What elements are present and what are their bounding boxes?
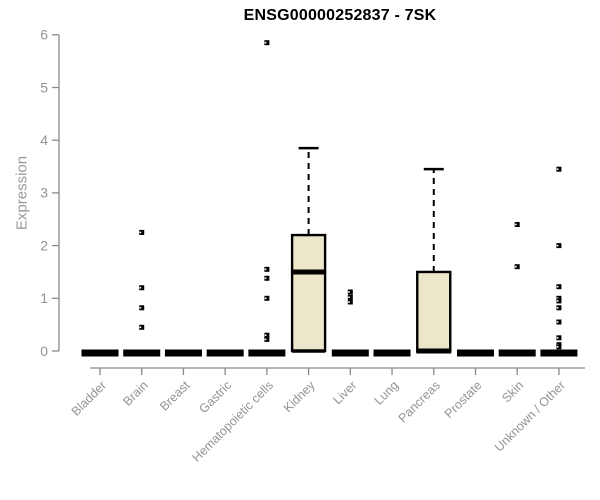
outlier-center-unknown-other-7 xyxy=(556,337,559,339)
outlier-center-liver-2 xyxy=(348,301,350,303)
x-category-label-breast: Breast xyxy=(157,378,193,414)
x-category-label-lung: Lung xyxy=(372,378,402,408)
zero-bar-gastric xyxy=(206,349,244,357)
outlier-skin-0 xyxy=(514,222,520,228)
outlier-center-unknown-other-2 xyxy=(556,285,559,288)
zero-bar-skin xyxy=(498,349,536,357)
outlier-hematopoietic-cells-3 xyxy=(264,295,270,301)
outlier-liver-0 xyxy=(347,289,353,295)
outlier-center-unknown-other-5 xyxy=(556,306,559,309)
y-tick-label: 2 xyxy=(40,237,48,253)
x-category-label-pancreas: Pancreas xyxy=(396,378,443,425)
outlier-center-brain-3 xyxy=(139,326,142,329)
zero-bar-liver xyxy=(331,349,369,357)
outlier-skin-1 xyxy=(514,264,520,270)
x-category-label-unknown-other: Unknown / Other xyxy=(492,378,568,454)
outlier-hematopoietic-cells-4 xyxy=(264,332,270,338)
outlier-center-brain-1 xyxy=(139,286,142,289)
outlier-brain-3 xyxy=(139,324,145,330)
zero-bar-breast xyxy=(164,349,202,357)
outlier-center-unknown-other-9 xyxy=(556,345,559,348)
outlier-hematopoietic-cells-1 xyxy=(264,266,270,272)
outlier-liver-2 xyxy=(347,299,353,305)
y-tick-label: 5 xyxy=(40,79,48,95)
outlier-unknown-other-1 xyxy=(556,243,562,249)
x-category-label-brain: Brain xyxy=(120,378,151,409)
outlier-unknown-other-5 xyxy=(556,305,562,311)
outlier-center-hematopoietic-cells-1 xyxy=(264,268,267,271)
x-category-label-bladder: Bladder xyxy=(69,378,109,418)
outlier-center-skin-1 xyxy=(515,265,517,268)
outlier-unknown-other-9 xyxy=(556,344,562,350)
y-tick-label: 3 xyxy=(40,185,48,201)
outlier-center-unknown-other-3 xyxy=(556,297,559,300)
outlier-center-unknown-other-6 xyxy=(556,321,559,323)
zero-bar-unknown-other xyxy=(540,349,578,357)
outlier-center-brain-0 xyxy=(139,231,142,234)
box-kidney xyxy=(290,233,327,353)
outlier-center-skin-0 xyxy=(515,223,517,226)
outlier-center-liver-1 xyxy=(348,296,350,299)
y-tick-label: 0 xyxy=(40,343,48,359)
zero-bar-brain xyxy=(123,349,161,357)
outlier-brain-2 xyxy=(139,305,145,311)
x-category-label-gastric: Gastric xyxy=(196,378,234,416)
y-tick-label: 1 xyxy=(40,290,48,306)
outlier-center-hematopoietic-cells-5 xyxy=(264,338,267,341)
outlier-hematopoietic-cells-5 xyxy=(264,336,270,342)
outlier-hematopoietic-cells-0 xyxy=(264,40,270,46)
outlier-brain-1 xyxy=(139,285,145,291)
zero-bar-hematopoietic-cells xyxy=(248,349,286,357)
outlier-brain-0 xyxy=(139,229,145,235)
outlier-unknown-other-3 xyxy=(556,295,562,301)
outlier-center-hematopoietic-cells-2 xyxy=(264,277,267,280)
y-tick-label: 4 xyxy=(40,132,48,148)
x-category-label-skin: Skin xyxy=(499,378,526,405)
outlier-unknown-other-2 xyxy=(556,284,562,290)
x-category-label-prostate: Prostate xyxy=(442,378,485,421)
x-category-label-hematopoietic-cells: Hematopoietic cells xyxy=(189,378,276,465)
outlier-unknown-other-4 xyxy=(556,298,562,304)
outlier-center-unknown-other-0 xyxy=(556,168,559,170)
outlier-liver-1 xyxy=(347,294,353,300)
zero-bar-bladder xyxy=(81,349,119,357)
outlier-unknown-other-6 xyxy=(556,319,562,325)
x-category-label-kidney: Kidney xyxy=(281,378,318,415)
outlier-center-hematopoietic-cells-4 xyxy=(264,334,267,336)
outlier-center-unknown-other-1 xyxy=(556,244,559,247)
x-category-label-liver: Liver xyxy=(330,378,359,407)
chart-title: ENSG00000252837 - 7SK xyxy=(243,7,437,24)
outlier-center-unknown-other-4 xyxy=(556,300,559,302)
outlier-hematopoietic-cells-2 xyxy=(264,275,270,281)
outlier-center-brain-2 xyxy=(139,306,142,309)
zero-bar-prostate xyxy=(456,349,494,357)
box-pancreas xyxy=(416,270,452,353)
outlier-unknown-other-7 xyxy=(556,335,562,341)
outlier-unknown-other-0 xyxy=(556,166,562,172)
outlier-center-hematopoietic-cells-3 xyxy=(264,297,267,300)
y-tick-label: 6 xyxy=(40,27,48,43)
outlier-center-liver-0 xyxy=(348,291,350,293)
outlier-center-hematopoietic-cells-0 xyxy=(264,41,267,44)
zero-bar-lung xyxy=(373,349,411,357)
